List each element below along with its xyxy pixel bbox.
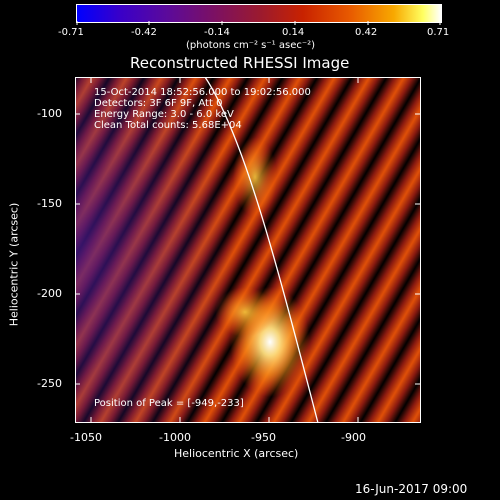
colorbar (76, 4, 442, 23)
annotation-detectors: Detectors: 3F 6F 9F, Att 0 (94, 98, 223, 109)
y-tick-label: -150 (37, 197, 62, 210)
colorbar-ticks (76, 21, 441, 25)
x-tick-label: -900 (341, 431, 366, 444)
plot-title: Reconstructed RHESSI Image (130, 54, 350, 72)
peak-position-label: Position of Peak = [-949,-233] (94, 398, 244, 409)
colorbar-tick-2: -0.14 (204, 27, 230, 38)
annotation-time: 15-Oct-2014 18:52:56.000 to 19:02:56.000 (94, 87, 311, 98)
rhessi-image (75, 77, 421, 423)
y-axis-label: Heliocentric Y (arcsec) (7, 202, 21, 327)
y-tick-label: -200 (37, 287, 62, 300)
annotation-clean: Clean Total counts: 5.68E+04 (94, 120, 242, 131)
x-tick-label: -1000 (159, 431, 191, 444)
annotation-energy: Energy Range: 3.0 - 6.0 keV (94, 109, 234, 120)
x-axis-label: Heliocentric X (arcsec) (174, 447, 299, 460)
colorbar-tick-0: -0.71 (58, 27, 84, 38)
y-tick-label: -100 (37, 107, 62, 120)
colorbar-unit-label: (photons cm⁻² s⁻¹ asec⁻²) (186, 40, 316, 51)
timestamp: 16-Jun-2017 09:00 (355, 482, 468, 496)
colorbar-tick-4: 0.42 (355, 27, 378, 38)
colorbar-tick-3: 0.14 (282, 27, 305, 38)
colorbar-tick-1: -0.42 (131, 27, 157, 38)
y-tick-label: -250 (37, 377, 62, 390)
x-tick-label: -1050 (70, 431, 102, 444)
colorbar-tick-5: 0.71 (427, 27, 450, 38)
x-tick-label: -950 (251, 431, 276, 444)
